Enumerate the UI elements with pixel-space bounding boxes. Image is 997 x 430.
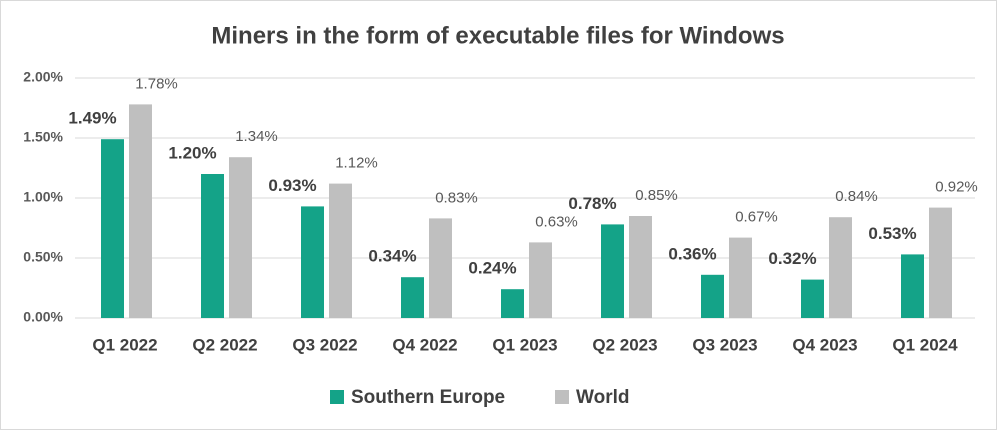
value-label: 0.84% <box>835 188 878 205</box>
bar <box>729 237 752 318</box>
value-label: 1.12% <box>335 155 378 172</box>
x-tick-label: Q4 2023 <box>792 335 857 354</box>
bar <box>629 216 652 318</box>
bar <box>201 174 224 318</box>
bar <box>529 242 552 318</box>
bar <box>301 206 324 318</box>
x-tick-label: Q4 2022 <box>392 335 457 354</box>
value-label: 0.36% <box>668 244 716 263</box>
bar <box>801 279 824 318</box>
chart-title: Miners in the form of executable files f… <box>211 22 784 49</box>
value-label: 0.24% <box>468 259 516 278</box>
bar <box>829 217 852 318</box>
x-tick-label: Q2 2023 <box>592 335 657 354</box>
value-label: 0.34% <box>368 247 416 266</box>
value-label: 0.67% <box>735 209 778 226</box>
value-label: 0.78% <box>568 194 616 213</box>
legend-swatch <box>330 390 344 404</box>
y-tick-label: 2.00% <box>23 69 63 85</box>
legend-label: Southern Europe <box>351 387 505 408</box>
bar <box>101 139 124 318</box>
value-label: 0.63% <box>535 213 578 230</box>
x-tick-label: Q1 2024 <box>892 335 958 354</box>
legend-label: World <box>576 387 629 408</box>
value-label: 0.32% <box>768 249 816 268</box>
legend-swatch <box>555 390 569 404</box>
value-label: 1.78% <box>135 75 178 92</box>
bar <box>501 289 524 318</box>
bar <box>701 274 724 318</box>
value-label: 0.53% <box>868 224 916 243</box>
x-tick-label: Q3 2023 <box>692 335 757 354</box>
bar <box>129 104 152 319</box>
y-tick-label: 0.50% <box>23 249 63 265</box>
bar <box>229 157 252 318</box>
value-label: 1.49% <box>68 109 116 128</box>
y-tick-label: 1.50% <box>23 129 63 145</box>
value-label: 0.92% <box>935 179 978 196</box>
x-tick-label: Q2 2022 <box>192 335 257 354</box>
value-label: 0.93% <box>268 176 316 195</box>
bar <box>929 207 952 318</box>
value-label: 1.34% <box>235 128 278 145</box>
x-tick-label: Q1 2023 <box>492 335 557 354</box>
bar <box>329 183 352 318</box>
value-label: 0.85% <box>635 187 678 204</box>
y-tick-label: 0.00% <box>23 309 63 325</box>
bar <box>601 224 624 318</box>
bar <box>429 218 452 318</box>
y-tick-label: 1.00% <box>23 189 63 205</box>
x-tick-label: Q1 2022 <box>92 335 157 354</box>
value-label: 0.83% <box>435 189 478 206</box>
bar <box>901 254 924 318</box>
value-label: 1.20% <box>168 143 216 162</box>
x-tick-label: Q3 2022 <box>292 335 357 354</box>
bar <box>401 277 424 318</box>
